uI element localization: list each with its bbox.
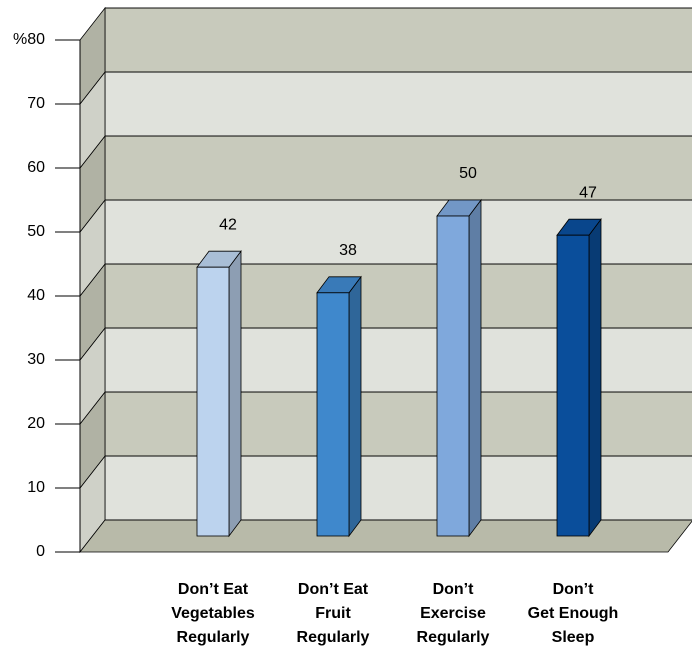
x-tick-label: Vegetables: [171, 605, 255, 622]
bar: [316, 275, 362, 538]
floor: [79, 519, 692, 553]
y-tick-label: 70: [27, 95, 45, 112]
y-tick-label: 20: [27, 415, 45, 432]
bar-side: [588, 217, 602, 538]
bar-side: [348, 275, 362, 538]
x-tick-label: Don’t Eat: [298, 581, 369, 598]
bar: [196, 249, 242, 538]
x-tick-label: Get Enough: [528, 605, 619, 622]
bar-front: [316, 292, 350, 537]
bar-front: [556, 234, 590, 537]
back-wall-band: [104, 455, 692, 521]
y-tick-label: 10: [27, 479, 45, 496]
value-label: 50: [459, 165, 477, 182]
back-wall-band: [104, 391, 692, 457]
back-wall-band: [104, 199, 692, 265]
back-wall-band: [104, 327, 692, 393]
back-wall-band: [104, 135, 692, 201]
back-wall-band: [104, 71, 692, 137]
value-label: 47: [579, 184, 597, 201]
bar-side: [228, 249, 242, 538]
x-tick-label: Don’t: [433, 581, 475, 598]
x-tick-label: Sleep: [552, 629, 595, 646]
y-tick-label: 50: [27, 223, 45, 240]
back-wall-band: [104, 263, 692, 329]
y-tick-label: 60: [27, 159, 45, 176]
y-tick-label: 0: [36, 543, 45, 560]
x-tick-label: Don’t: [553, 581, 595, 598]
x-tick-label: Regularly: [177, 629, 250, 646]
bar: [556, 217, 602, 538]
value-label: 38: [339, 242, 357, 259]
bar-side: [468, 198, 482, 538]
bar-front: [196, 266, 230, 537]
x-tick-label: Regularly: [297, 629, 370, 646]
x-tick-label: Exercise: [420, 605, 486, 622]
bar-front: [436, 215, 470, 537]
y-tick-label: 30: [27, 351, 45, 368]
x-tick-label: Fruit: [315, 605, 351, 622]
x-tick-label: Regularly: [417, 629, 490, 646]
y-tick-label: %80: [13, 31, 45, 48]
back-wall-band: [104, 7, 692, 73]
y-tick-label: 40: [27, 287, 45, 304]
bar: [436, 198, 482, 538]
x-tick-label: Don’t Eat: [178, 581, 249, 598]
value-label: 42: [219, 216, 237, 233]
